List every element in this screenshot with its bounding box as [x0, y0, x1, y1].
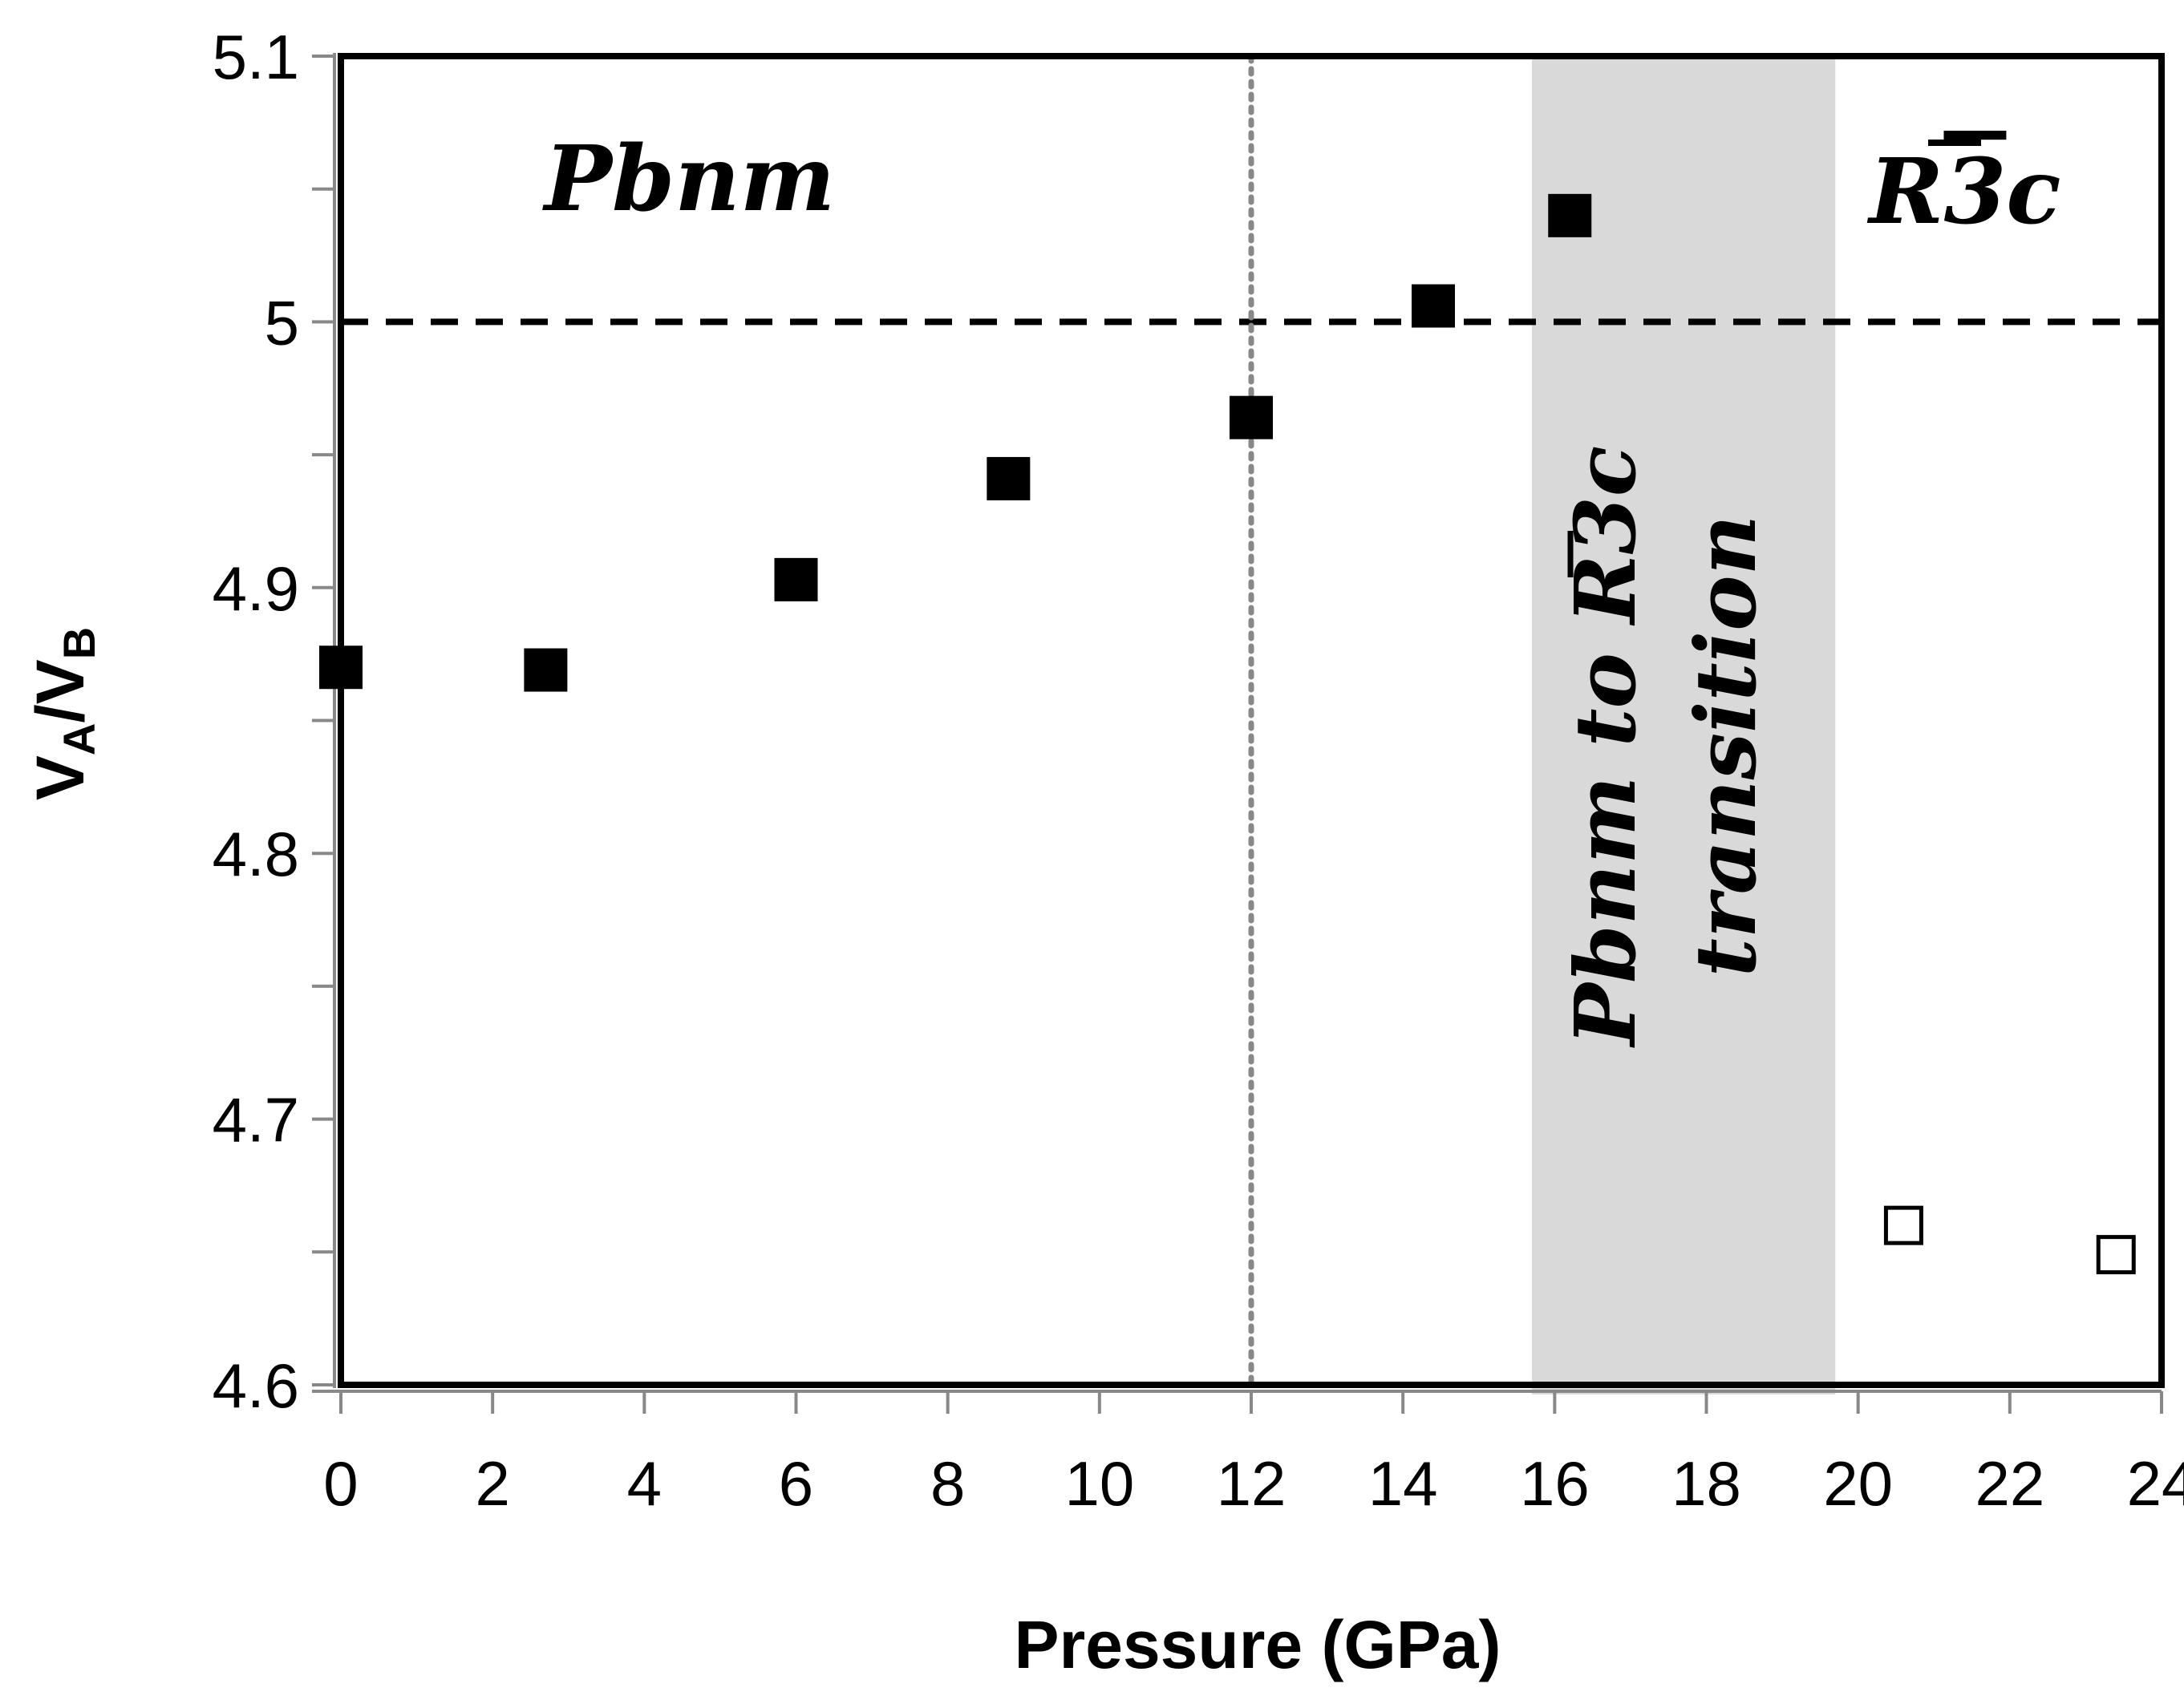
- y-tick-label: 4.8: [213, 819, 299, 889]
- y-tick-label: 4.7: [213, 1085, 299, 1156]
- y-axis-title-v2: V: [22, 659, 98, 704]
- data-point-pbnm: [524, 648, 568, 692]
- y-tick-label: 5: [265, 287, 299, 358]
- transition-band: [1531, 56, 1836, 1394]
- x-tick-label: 22: [1975, 1448, 2044, 1519]
- data-point-pbnm: [1548, 193, 1592, 237]
- x-tick-label: 24: [2127, 1448, 2184, 1519]
- y-axis-title-slash: /: [22, 704, 98, 722]
- data-point-pbnm: [774, 557, 818, 601]
- data-point-pbnm: [987, 456, 1031, 500]
- x-tick-label: 4: [627, 1448, 662, 1519]
- data-point-pbnm: [1230, 395, 1273, 439]
- phase-label-pbnm: Pbnm: [542, 127, 835, 232]
- x-tick-label: 16: [1520, 1448, 1590, 1519]
- transition-label-suffix: c: [1556, 446, 1655, 496]
- y-tick-label: 5.1: [213, 22, 299, 92]
- svg-text:Pbnm to R3c: Pbnm to R3c: [1556, 446, 1655, 1049]
- y-tick-label: 4.6: [213, 1350, 299, 1421]
- x-tick-label: 8: [930, 1448, 965, 1519]
- y-tick-label: 4.9: [213, 553, 299, 624]
- transition-label-line2: transition: [1676, 515, 1775, 977]
- phase-label-r3c: R3c: [1866, 140, 2060, 245]
- x-tick-label: 0: [323, 1448, 358, 1519]
- y-axis-title-sub-a: A: [54, 723, 104, 755]
- x-axis-title: Pressure (GPa): [1015, 1607, 1501, 1682]
- data-points: [319, 193, 2136, 1275]
- transition-label-prefix: Pbnm to R: [1556, 554, 1655, 1048]
- x-tick-label: 20: [1823, 1448, 1893, 1519]
- x-tick-label: 2: [475, 1448, 509, 1519]
- x-tick-label: 18: [1671, 1448, 1741, 1519]
- x-tick-label: 12: [1217, 1448, 1286, 1519]
- y-axis: 4.6 4.7 4.8 4.9 5 5.1: [213, 22, 336, 1421]
- y-axis-title-v1: V: [22, 755, 98, 800]
- transition-label: Pbnm to R3c transition: [1556, 446, 1775, 1049]
- y-axis-title-sub-b: B: [54, 627, 104, 659]
- x-tick-label: 10: [1064, 1448, 1134, 1519]
- phase-label-r3c-suffix: c: [2006, 140, 2060, 245]
- data-point-r3c: [2096, 1235, 2136, 1275]
- svg-text:VA/VB: VA/VB: [22, 627, 104, 800]
- phase-label-r3c-prefix: R: [1866, 140, 1943, 245]
- plot-frame: [338, 53, 2165, 1388]
- x-axis: 0 2 4 6 8 10 12 14 16 18 20 22 24: [312, 1390, 2184, 1519]
- data-point-r3c: [1883, 1205, 1923, 1245]
- phase-label-r3c-digit: 3: [1943, 140, 2006, 245]
- data-point-pbnm: [1412, 284, 1455, 328]
- y-axis-title: VA/VB: [22, 627, 104, 800]
- x-tick-label: 14: [1368, 1448, 1438, 1519]
- data-point-pbnm: [319, 646, 363, 690]
- x-tick-label: 6: [779, 1448, 813, 1519]
